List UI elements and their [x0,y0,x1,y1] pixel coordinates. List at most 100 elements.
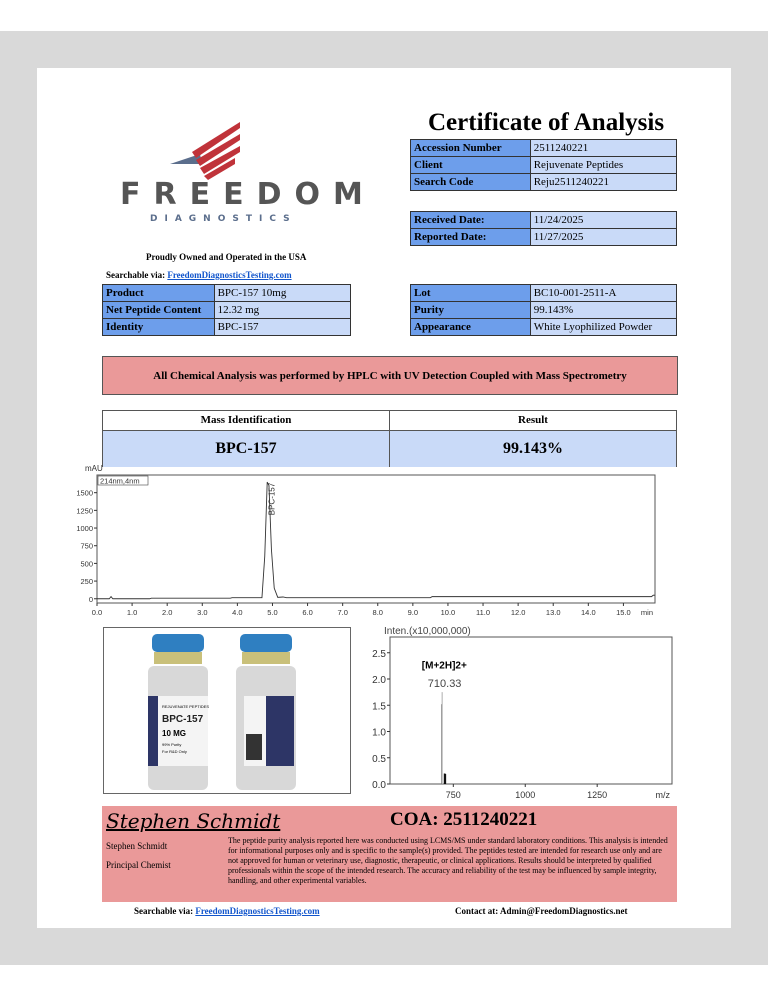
disclaimer: The peptide purity analysis reported her… [228,836,668,885]
searchable-label: Searchable via: [106,270,166,280]
plot-frame [96,474,656,604]
result-value: 99.143% [503,440,563,457]
y-tick-label: 1500 [76,489,93,498]
peak-mz-label: 710.33 [428,678,462,690]
x-tick-label: 1000 [515,790,535,800]
x-tick-label: 4.0 [232,608,242,617]
x-tick-label: 14.0 [581,608,596,617]
x-tick-label: 12.0 [511,608,526,617]
chemist-name: Stephen Schmidt [106,841,168,851]
row-label: Net Peptide Content [102,301,215,319]
x-tick-label: 750 [446,790,461,800]
logo-subtitle: DIAGNOSTICS [150,214,297,224]
footer-searchable-link[interactable]: FreedomDiagnosticsTesting.com [195,906,320,916]
table-row: Identity BPC-157 [102,318,352,336]
svg-text:REJUVENATE PEPTIDES: REJUVENATE PEPTIDES [162,704,209,709]
eagle-flag-logo-icon [170,122,240,180]
x-tick-label: 11.0 [476,608,490,617]
x-tick-label: 0.0 [92,608,102,617]
method-banner: All Chemical Analysis was performed by H… [102,356,678,395]
row-value: BC10-001-2511-A [529,284,678,302]
signature-footer [102,806,677,902]
table-row: Accession Number 2511240221 [410,139,678,157]
table-row: Product BPC-157 10mg [102,284,352,302]
footer-searchable-label: Searchable via: [134,906,194,916]
y-tick-label: 1.0 [372,728,386,739]
vial-image-icon: REJUVENATE PEPTIDES BPC-157 10 MG 99% Purit… [148,634,296,790]
x-tick-label: 15.0 [616,608,631,617]
y-tick-label: 0.5 [372,754,386,765]
x-axis-label: min [641,608,653,617]
x-tick-label: 9.0 [408,608,418,617]
chromatogram-trace [97,481,655,600]
vial-photo: REJUVENATE PEPTIDES BPC-157 10 MG 99% Purit… [103,627,351,794]
y-tick-label: 0.0 [372,780,386,791]
searchable-line: Searchable via: FreedomDiagnosticsTestin… [106,270,292,281]
tagline: Proudly Owned and Operated in the USA [146,252,307,262]
y-axis-label: Inten.(x10,000,000) [384,626,471,637]
legend-label: 214nm,4nm [100,477,140,486]
svg-text:99% Purity: 99% Purity [162,742,181,747]
lot-table: Lot BC10-001-2511-A Purity 99.143% Appearanc… [410,284,678,336]
mass-id-header: Mass Identification [103,411,390,430]
row-value: 11/27/2025 [529,228,678,246]
row-value: Rejuvenate Peptides [529,156,678,174]
row-label: Reported Date: [410,228,531,246]
row-value: White Lyophilized Powder [529,318,678,336]
result-table: Mass Identification Result BPC-157 99.143% [102,410,677,467]
peak-label: BPC-157 [268,482,277,515]
x-tick-label: 8.0 [373,608,383,617]
dates-table: Received Date: 11/24/2025 Reported Date: 11… [410,211,678,246]
row-label: Client [410,156,531,174]
chemist-role: Principal Chemist [106,860,171,870]
y-tick-label: 2.0 [372,675,386,686]
x-axis-label: m/z [656,790,671,800]
plot-frame [389,636,673,785]
x-tick-label: 13.0 [546,608,561,617]
row-value: 11/24/2025 [529,211,678,229]
footer-searchable: Searchable via: FreedomDiagnosticsTestin… [134,906,320,917]
row-label: Accession Number [410,139,531,157]
x-tick-label: 7.0 [337,608,347,617]
coa-number: COA: 2511240221 [390,809,538,830]
y-tick-label: 1.5 [372,701,386,712]
row-label: Lot [410,284,531,302]
table-row: Received Date: 11/24/2025 [410,211,678,229]
table-row: Appearance White Lyophilized Powder [410,318,678,336]
row-label: Purity [410,301,531,319]
y-tick-label: 2.5 [372,649,386,660]
table-row: Lot BC10-001-2511-A [410,284,678,302]
y-tick-label: 1000 [76,524,93,533]
y-tick-label: 500 [80,559,93,568]
table-row: Client Rejuvenate Peptides [410,156,678,174]
row-value: Reju2511240221 [529,173,678,191]
table-row: Purity 99.143% [410,301,678,319]
signature: Stephen Schmidt [106,809,281,833]
x-tick-label: 2.0 [162,608,172,617]
result-header: Result [518,414,548,426]
page-title: Certificate of Analysis [428,109,665,136]
x-tick-label: 1250 [587,790,607,800]
row-value: 99.143% [529,301,678,319]
y-tick-label: 250 [80,577,93,586]
ion-annotation: [M+2H]2+ [422,661,467,672]
table-row: Search Code Reju2511240221 [410,173,678,191]
x-tick-label: 1.0 [127,608,137,617]
x-tick-label: 6.0 [302,608,312,617]
x-tick-label: 5.0 [267,608,277,617]
row-label: Search Code [410,173,531,191]
product-table: Product BPC-157 10mg Net Peptide Content 12… [102,284,352,336]
y-axis-label: mAU [85,464,103,473]
row-value: 12.32 mg [213,301,352,319]
svg-text:BPC-157: BPC-157 [162,714,204,725]
contact: Contact at: Admin@FreedomDiagnostics.net [455,906,628,916]
legend-box [97,475,149,486]
table-row: Net Peptide Content 12.32 mg [102,301,352,319]
row-label: Identity [102,318,215,336]
svg-text:For R&D Only: For R&D Only [162,749,187,754]
x-tick-label: 10.0 [441,608,456,617]
searchable-link[interactable]: FreedomDiagnosticsTesting.com [167,270,292,280]
table-row: Reported Date: 11/27/2025 [410,228,678,246]
row-label: Product [102,284,215,302]
row-label: Received Date: [410,211,531,229]
